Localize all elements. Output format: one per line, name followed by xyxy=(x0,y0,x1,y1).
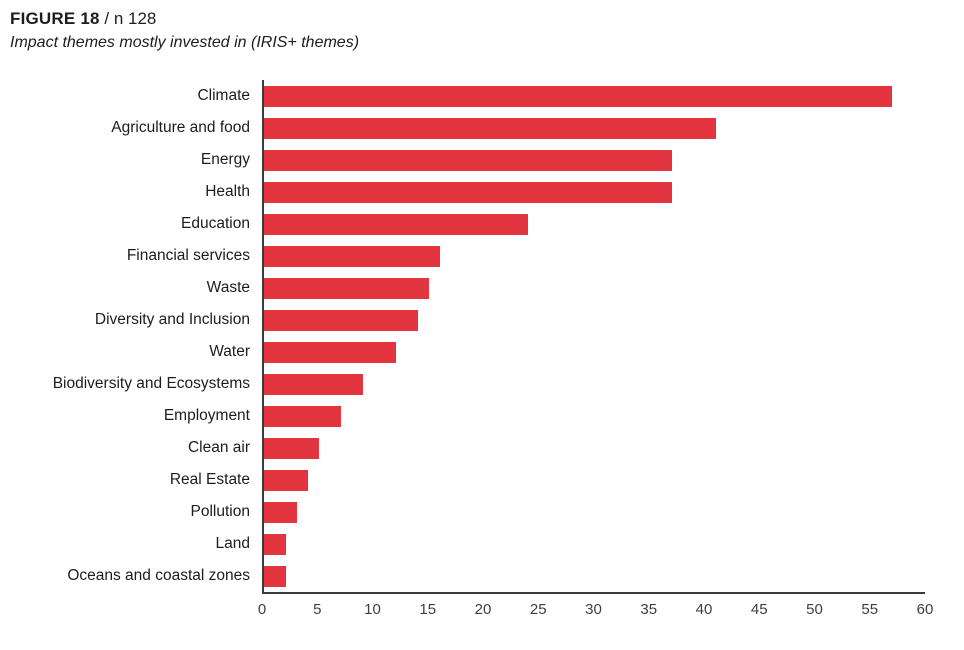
bar-row xyxy=(264,144,925,176)
bar-row xyxy=(264,240,925,272)
bar-row xyxy=(264,336,925,368)
bar xyxy=(264,181,672,203)
axis-spacer xyxy=(0,594,262,620)
bar xyxy=(264,117,716,139)
category-label: Waste xyxy=(206,279,250,296)
x-tick-label: 20 xyxy=(474,601,492,618)
bar xyxy=(264,501,298,523)
figure-subtitle: Impact themes mostly invested in (IRIS+ … xyxy=(10,34,360,51)
bar-row xyxy=(264,272,925,304)
category-label: Employment xyxy=(163,407,250,424)
plot-area xyxy=(262,80,925,594)
bar-row xyxy=(264,112,925,144)
bar-row xyxy=(264,464,925,496)
bar-row xyxy=(264,400,925,432)
category-label: Energy xyxy=(200,151,250,168)
bar xyxy=(264,341,397,363)
bar-row xyxy=(264,560,925,592)
bar xyxy=(264,149,672,171)
bar-row xyxy=(264,432,925,464)
bar-row xyxy=(264,496,925,528)
bar xyxy=(264,309,419,331)
bar xyxy=(264,245,441,267)
category-label: Agriculture and food xyxy=(111,119,250,136)
category-label: Pollution xyxy=(190,503,250,520)
x-axis-row: 0 5 10 15 20 25 30 35 40 45 50 55 60 xyxy=(0,594,964,620)
x-tick-label: 5 xyxy=(313,601,322,618)
x-tick-label: 40 xyxy=(695,601,713,618)
category-label: Real Estate xyxy=(169,471,250,488)
x-tick-label: 35 xyxy=(640,601,658,618)
bar xyxy=(264,213,529,235)
bar-row xyxy=(264,304,925,336)
bar-row xyxy=(264,176,925,208)
category-label: Diversity and Inclusion xyxy=(94,311,250,328)
category-label: Financial services xyxy=(126,247,250,264)
bar xyxy=(264,373,364,395)
bar-row xyxy=(264,528,925,560)
category-labels: Climate Agriculture and food Energy Health E… xyxy=(0,80,262,594)
bar-chart: Climate Agriculture and food Energy Health E… xyxy=(0,80,964,620)
bar-row xyxy=(264,208,925,240)
figure-title: FIGURE 18 / n 128 xyxy=(10,8,954,30)
x-tick-label: 45 xyxy=(750,601,768,618)
category-label: Land xyxy=(215,535,250,552)
bar xyxy=(264,437,320,459)
bar xyxy=(264,85,892,107)
category-label: Health xyxy=(205,183,250,200)
category-label: Clean air xyxy=(187,439,250,456)
category-label: Biodiversity and Ecosystems xyxy=(52,375,250,392)
x-tick-label: 15 xyxy=(419,601,437,618)
x-tick-label: 10 xyxy=(364,601,381,618)
bar xyxy=(264,277,430,299)
bar xyxy=(264,405,342,427)
x-tick-label: 30 xyxy=(585,601,602,618)
bar xyxy=(264,565,287,587)
x-tick-label: 50 xyxy=(806,601,823,618)
figure-number: FIGURE 18 xyxy=(10,9,100,28)
figure-sample-size: / n 128 xyxy=(99,9,157,28)
category-label: Oceans and coastal zones xyxy=(67,567,250,584)
bar-row xyxy=(264,368,925,400)
bar xyxy=(264,533,287,555)
x-tick-label: 55 xyxy=(861,601,879,618)
x-tick-label: 60 xyxy=(916,601,934,618)
bar xyxy=(264,469,309,491)
x-tick-label: 0 xyxy=(257,601,267,618)
category-label: Water xyxy=(209,343,250,360)
bar-row xyxy=(264,80,925,112)
category-label: Climate xyxy=(197,87,250,104)
chart-body: Climate Agriculture and food Energy Health E… xyxy=(0,80,964,594)
x-tick-label: 25 xyxy=(529,601,547,618)
x-axis: 0 5 10 15 20 25 30 35 40 45 50 55 60 xyxy=(258,594,934,620)
figure-header: FIGURE 18 / n 128 Impact themes mostly i… xyxy=(0,0,964,54)
category-label: Education xyxy=(181,215,250,232)
